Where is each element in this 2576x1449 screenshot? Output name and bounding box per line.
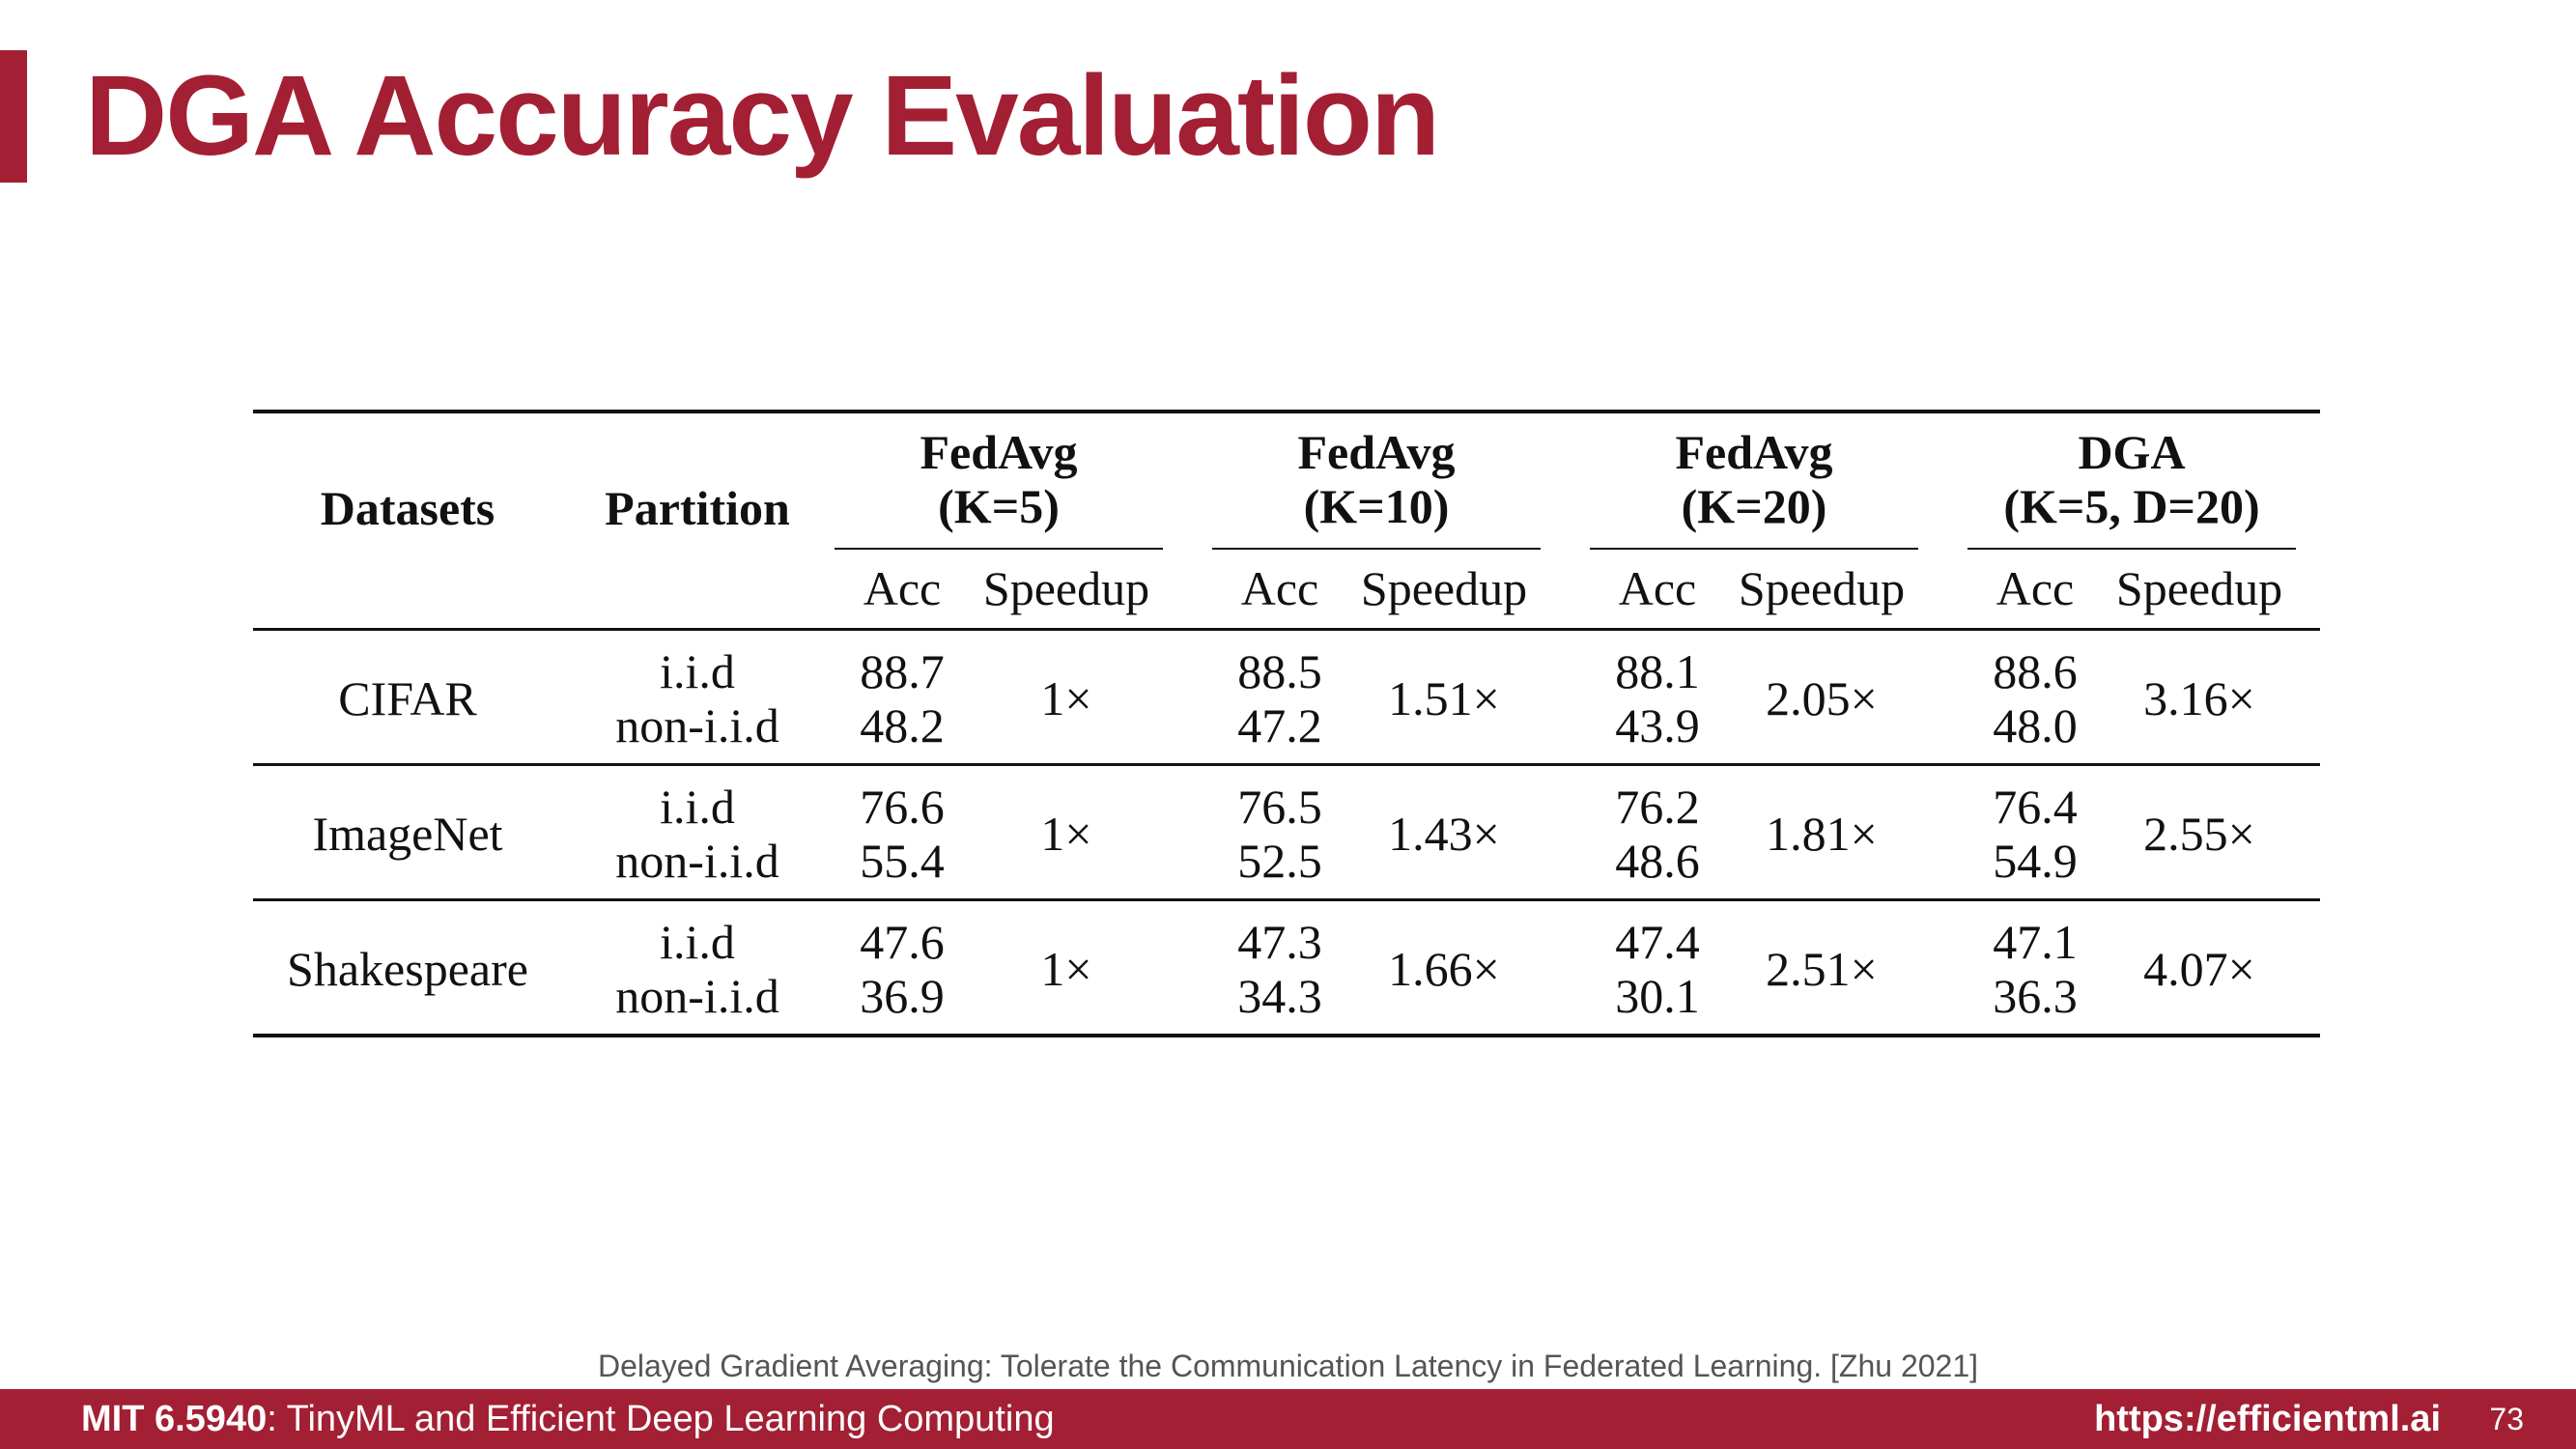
acc-noniid-value: 47.2 [1237, 698, 1322, 753]
header-cmid-rule [1590, 548, 1918, 550]
acc-iid-value: 76.2 [1615, 780, 1700, 834]
row-divider-rule [253, 898, 2320, 901]
partition-noniid: non-i.i.d [615, 698, 779, 753]
acc-noniid-value: 55.4 [860, 834, 945, 888]
acc-iid-value: 76.5 [1237, 780, 1322, 834]
header-cmid-rule [1212, 548, 1541, 550]
acc-noniid-value: 36.9 [860, 969, 945, 1023]
footer-bar: MIT 6.5940: TinyML and Efficient Deep Le… [0, 1389, 2576, 1449]
acc-iid-value: 47.4 [1615, 915, 1700, 969]
header-acc: Acc [863, 561, 942, 615]
partition-iid: i.i.d [660, 915, 735, 969]
header-group-param: (K=10) [1303, 479, 1450, 533]
speedup-value: 2.55× [2143, 807, 2255, 861]
acc-noniid-value: 54.9 [1993, 834, 2078, 888]
acc-iid-value: 47.6 [860, 915, 945, 969]
speedup-value: 2.51× [1766, 942, 1878, 996]
acc-noniid-value: 52.5 [1237, 834, 1322, 888]
acc-iid-value: 88.1 [1615, 644, 1700, 698]
speedup-value: 3.16× [2143, 671, 2255, 725]
speedup-value: 4.07× [2143, 942, 2255, 996]
footer-url-link[interactable]: https://efficientml.ai [2094, 1399, 2441, 1439]
header-speedup: Speedup [2115, 561, 2283, 615]
header-group-name: FedAvg [920, 425, 1078, 479]
header-group-name: DGA [2078, 425, 2186, 479]
speedup-value: 1.81× [1766, 807, 1878, 861]
header-group-param: (K=5, D=20) [2003, 479, 2260, 533]
header-acc: Acc [1240, 561, 1319, 615]
header-group-name: FedAvg [1675, 425, 1833, 479]
header-bottom-rule [253, 628, 2320, 631]
header-acc: Acc [1618, 561, 1697, 615]
page-number: 73 [2489, 1402, 2524, 1436]
title-accent-bar [0, 50, 27, 183]
speedup-value: 1× [1040, 671, 1092, 725]
footer-course-code: MIT 6.5940 [81, 1399, 268, 1439]
acc-iid-value: 47.3 [1237, 915, 1322, 969]
footer-course-title: : TinyML and Efficient Deep Learning Com… [267, 1399, 1055, 1439]
header-datasets: Datasets [320, 481, 495, 535]
acc-iid-value: 76.4 [1993, 780, 2078, 834]
partition-iid: i.i.d [660, 780, 735, 834]
speedup-value: 1.51× [1388, 671, 1500, 725]
table-bottom-rule [253, 1034, 2320, 1037]
header-acc: Acc [1996, 561, 2075, 615]
partition-iid: i.i.d [660, 644, 735, 698]
speedup-value: 1.66× [1388, 942, 1500, 996]
header-group-param: (K=5) [938, 479, 1060, 533]
acc-noniid-value: 48.6 [1615, 834, 1700, 888]
acc-iid-value: 76.6 [860, 780, 945, 834]
speedup-value: 1× [1040, 807, 1092, 861]
dataset-name: Shakespeare [287, 942, 528, 996]
acc-noniid-value: 36.3 [1993, 969, 2078, 1023]
header-speedup: Speedup [1360, 561, 1528, 615]
slide-title: DGA Accuracy Evaluation [85, 52, 1440, 180]
dataset-name: CIFAR [338, 671, 477, 725]
dataset-name: ImageNet [312, 807, 503, 861]
acc-noniid-value: 43.9 [1615, 698, 1700, 753]
acc-iid-value: 88.6 [1993, 644, 2078, 698]
citation: Delayed Gradient Averaging: Tolerate the… [597, 1349, 1979, 1383]
speedup-value: 1.43× [1388, 807, 1500, 861]
header-speedup: Speedup [982, 561, 1150, 615]
footer-course: MIT 6.5940: TinyML and Efficient Deep Le… [81, 1389, 1055, 1449]
header-speedup: Speedup [1738, 561, 1906, 615]
acc-iid-value: 47.1 [1993, 915, 2078, 969]
header-group-param: (K=20) [1681, 479, 1827, 533]
acc-iid-value: 88.7 [860, 644, 945, 698]
row-divider-rule [253, 763, 2320, 766]
header-cmid-rule [1967, 548, 2296, 550]
acc-noniid-value: 48.2 [860, 698, 945, 753]
acc-iid-value: 88.5 [1237, 644, 1322, 698]
acc-noniid-value: 48.0 [1993, 698, 2078, 753]
speedup-value: 1× [1040, 942, 1092, 996]
header-partition: Partition [605, 481, 790, 535]
header-group-name: FedAvg [1297, 425, 1456, 479]
partition-noniid: non-i.i.d [615, 834, 779, 888]
table-top-rule [253, 410, 2320, 413]
acc-noniid-value: 30.1 [1615, 969, 1700, 1023]
header-cmid-rule [835, 548, 1163, 550]
partition-noniid: non-i.i.d [615, 969, 779, 1023]
speedup-value: 2.05× [1766, 671, 1878, 725]
acc-noniid-value: 34.3 [1237, 969, 1322, 1023]
